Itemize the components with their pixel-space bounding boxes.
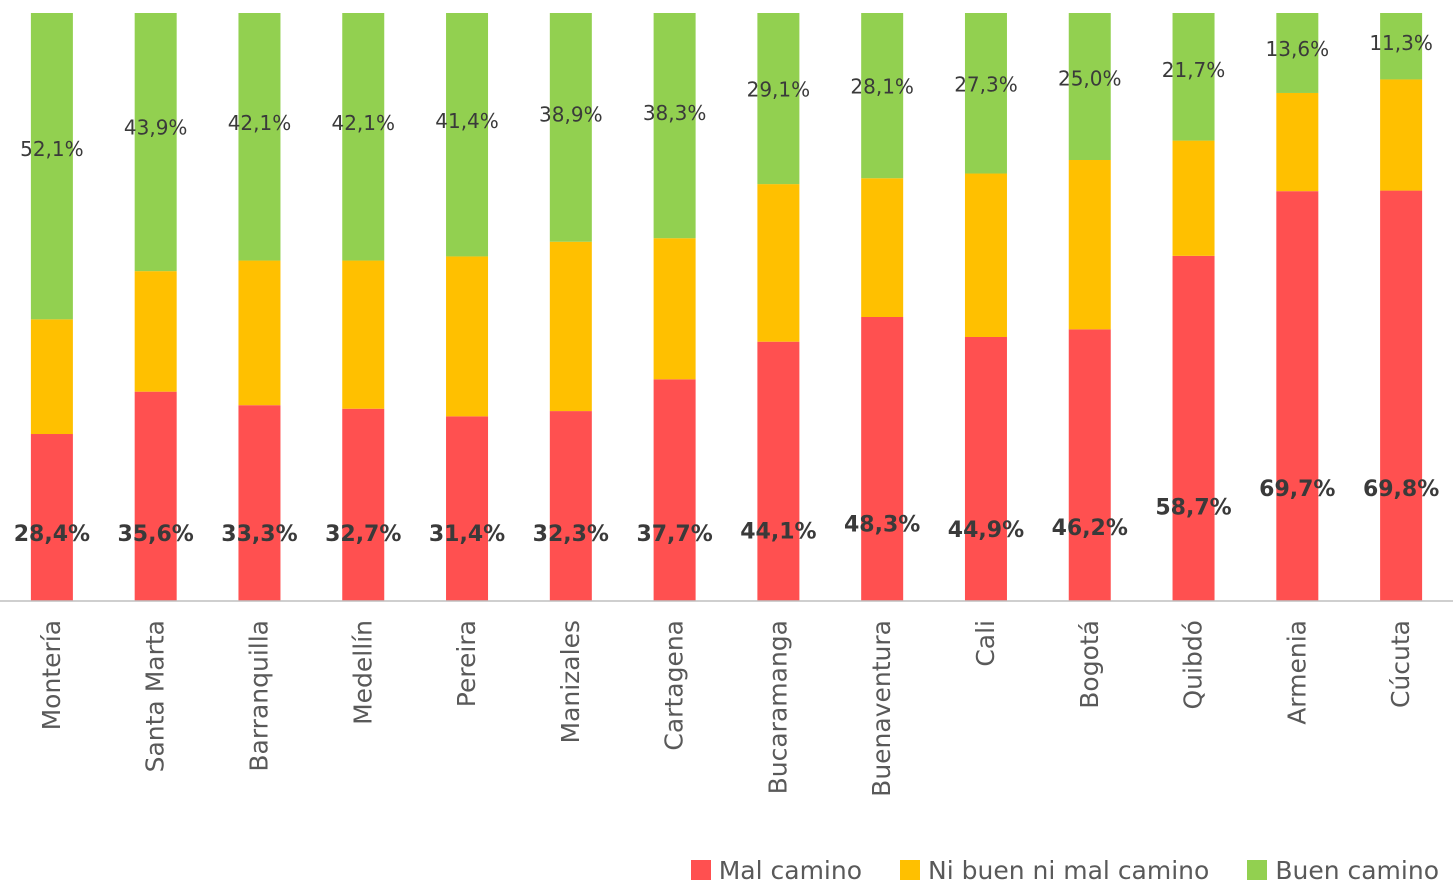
bar-mal-camino-cali bbox=[964, 336, 1007, 601]
data-label-buen-camino: 42,1% bbox=[331, 111, 395, 135]
bar-buen-camino-cartagena bbox=[653, 13, 696, 239]
bar-mal-camino-armenia bbox=[1276, 191, 1319, 601]
x-tick-label: Montería bbox=[37, 620, 66, 730]
data-label-mal-camino: 32,7% bbox=[325, 522, 401, 547]
data-label-buen-camino: 25,0% bbox=[1058, 67, 1122, 91]
bar-buen-camino-cucuta bbox=[1380, 13, 1423, 80]
data-label-buen-camino: 43,9% bbox=[124, 116, 188, 140]
bar-ni-buen-ni-mal-camino-medellin bbox=[342, 260, 385, 409]
data-label-mal-camino: 69,7% bbox=[1259, 477, 1335, 502]
data-label-mal-camino: 69,8% bbox=[1363, 477, 1439, 502]
data-label-buen-camino: 28,1% bbox=[850, 75, 914, 99]
bar-mal-camino-cartagena bbox=[653, 379, 696, 601]
bar-mal-camino-buenaventura bbox=[861, 316, 904, 601]
data-label-buen-camino: 13,6% bbox=[1266, 37, 1330, 61]
bar-ni-buen-ni-mal-camino-bogota bbox=[1068, 160, 1111, 330]
data-label-buen-camino: 52,1% bbox=[20, 137, 84, 161]
bar-mal-camino-cucuta bbox=[1380, 190, 1423, 602]
bar-buen-camino-pereira bbox=[446, 13, 489, 257]
legend-label-ni-buen-ni-mal-camino: Ni buen ni mal camino bbox=[928, 855, 1210, 885]
data-label-mal-camino: 37,7% bbox=[636, 522, 712, 547]
legend-label-buen-camino: Buen camino bbox=[1275, 855, 1439, 885]
data-label-buen-camino: 27,3% bbox=[954, 73, 1018, 97]
x-tick-label: Cartagena bbox=[660, 620, 689, 751]
bar-ni-buen-ni-mal-camino-armenia bbox=[1276, 92, 1319, 192]
bar-buen-camino-barranquilla bbox=[238, 13, 281, 261]
bar-buen-camino-bucaramanga bbox=[757, 13, 800, 185]
bar-mal-camino-barranquilla bbox=[238, 405, 281, 601]
data-label-mal-camino: 44,1% bbox=[740, 519, 816, 544]
bar-ni-buen-ni-mal-camino-cartagena bbox=[653, 238, 696, 380]
x-tick-label: Buenaventura bbox=[867, 620, 896, 797]
chart-legend: Mal camino Ni buen ni mal camino Buen ca… bbox=[690, 854, 1439, 886]
bar-ni-buen-ni-mal-camino-cucuta bbox=[1380, 79, 1423, 191]
bar-buen-camino-armenia bbox=[1276, 13, 1319, 93]
data-label-buen-camino: 11,3% bbox=[1369, 31, 1433, 55]
bar-ni-buen-ni-mal-camino-santa-marta bbox=[134, 271, 177, 392]
bar-mal-camino-manizales bbox=[549, 411, 592, 601]
x-tick-label: Bogotá bbox=[1075, 620, 1104, 709]
bar-buen-camino-bogota bbox=[1068, 13, 1111, 160]
data-label-buen-camino: 38,3% bbox=[643, 101, 707, 125]
data-label-buen-camino: 41,4% bbox=[435, 109, 499, 133]
legend-swatch-ni-buen-ni-mal-camino bbox=[900, 860, 921, 880]
data-label-mal-camino: 32,3% bbox=[533, 522, 609, 547]
legend-swatch-buen-camino bbox=[1247, 860, 1268, 880]
bar-mal-camino-quibdo bbox=[1172, 255, 1215, 601]
bar-ni-buen-ni-mal-camino-barranquilla bbox=[238, 260, 281, 406]
x-tick-label: Santa Marta bbox=[141, 620, 170, 772]
bar-mal-camino-bucaramanga bbox=[757, 341, 800, 601]
x-tick-label: Cali bbox=[971, 620, 1000, 667]
bar-buen-camino-cali bbox=[964, 13, 1007, 174]
legend-item-ni-buen-ni-mal-camino: Ni buen ni mal camino bbox=[900, 856, 1209, 885]
data-label-mal-camino: 58,7% bbox=[1155, 495, 1231, 520]
bar-ni-buen-ni-mal-camino-monteria bbox=[30, 319, 73, 435]
bar-buen-camino-monteria bbox=[30, 13, 73, 320]
bar-mal-camino-santa-marta bbox=[134, 391, 177, 601]
bar-ni-buen-ni-mal-camino-cali bbox=[964, 173, 1007, 337]
x-tick-label: Medellín bbox=[348, 620, 377, 725]
data-label-mal-camino: 35,6% bbox=[118, 522, 194, 547]
bar-ni-buen-ni-mal-camino-manizales bbox=[549, 241, 592, 412]
data-label-mal-camino: 44,9% bbox=[948, 518, 1024, 543]
legend-swatch-mal-camino bbox=[690, 860, 711, 880]
bar-mal-camino-medellin bbox=[342, 408, 385, 601]
x-tick-label: Quibdó bbox=[1179, 620, 1208, 710]
data-label-buen-camino: 38,9% bbox=[539, 103, 603, 127]
bar-buen-camino-medellin bbox=[342, 13, 385, 261]
bar-mal-camino-bogota bbox=[1068, 329, 1111, 601]
x-tick-label: Pereira bbox=[452, 620, 481, 707]
bar-mal-camino-monteria bbox=[30, 434, 73, 601]
data-label-mal-camino: 46,2% bbox=[1052, 516, 1128, 541]
x-tick-label: Manizales bbox=[556, 620, 585, 743]
legend-label-mal-camino: Mal camino bbox=[718, 855, 863, 885]
x-tick-label: Bucaramanga bbox=[763, 620, 792, 794]
data-label-buen-camino: 42,1% bbox=[228, 111, 292, 135]
bar-buen-camino-santa-marta bbox=[134, 13, 177, 272]
bar-ni-buen-ni-mal-camino-quibdo bbox=[1172, 140, 1215, 256]
bar-ni-buen-ni-mal-camino-pereira bbox=[446, 256, 489, 417]
bar-mal-camino-pereira bbox=[446, 416, 489, 601]
bar-buen-camino-manizales bbox=[549, 13, 592, 242]
x-tick-label: Cúcuta bbox=[1386, 620, 1415, 708]
data-label-mal-camino: 28,4% bbox=[14, 522, 90, 547]
data-label-buen-camino: 29,1% bbox=[747, 77, 811, 101]
legend-item-buen-camino: Buen camino bbox=[1247, 856, 1439, 885]
legend-item-mal-camino: Mal camino bbox=[690, 855, 863, 885]
x-tick-label: Armenia bbox=[1282, 620, 1311, 725]
bar-buen-camino-quibdo bbox=[1172, 13, 1215, 141]
bar-buen-camino-buenaventura bbox=[861, 13, 904, 179]
bar-ni-buen-ni-mal-camino-buenaventura bbox=[861, 178, 904, 317]
bar-ni-buen-ni-mal-camino-bucaramanga bbox=[757, 184, 800, 342]
data-label-buen-camino: 21,7% bbox=[1162, 58, 1226, 82]
data-label-mal-camino: 31,4% bbox=[429, 522, 505, 547]
x-tick-label: Barranquilla bbox=[244, 620, 273, 772]
data-label-mal-camino: 33,3% bbox=[221, 522, 297, 547]
data-label-mal-camino: 48,3% bbox=[844, 512, 920, 537]
